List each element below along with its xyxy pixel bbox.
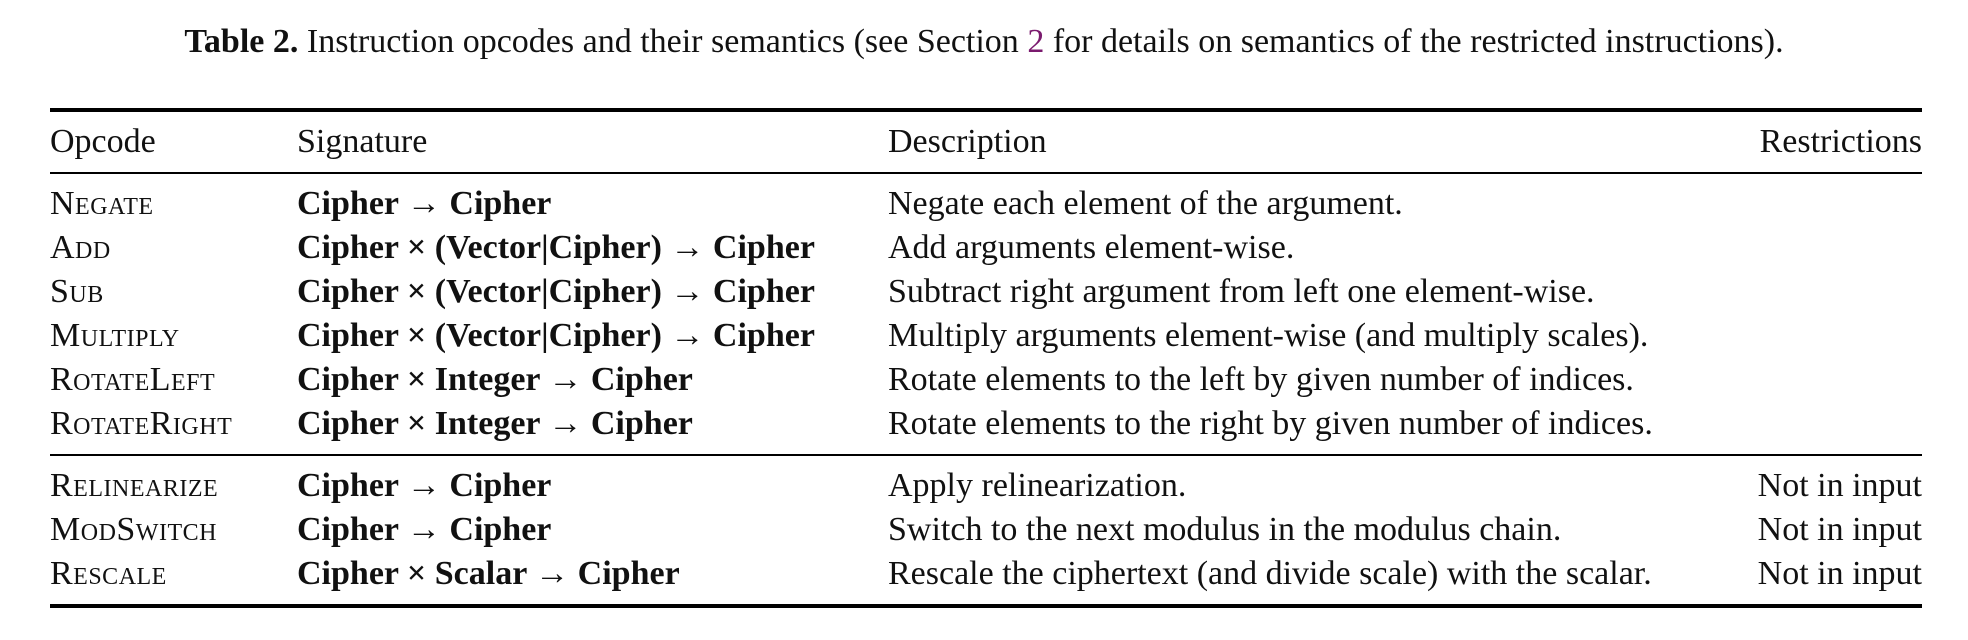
header-restrictions: Restrictions	[1759, 123, 1922, 160]
opcode-cell: ModSwitch	[50, 511, 217, 548]
table-caption: Table 2. Instruction opcodes and their s…	[0, 16, 1968, 68]
description-cell: Apply relinearization.	[888, 467, 1187, 504]
restrictions-cell: Not in input	[1757, 555, 1922, 592]
opcode-cell: Add	[50, 229, 111, 266]
opcode-cell: Multiply	[50, 317, 180, 354]
signature-cell: Cipher × (Vector|Cipher) → Cipher	[297, 317, 815, 354]
table-row: Multiply Cipher × (Vector|Cipher) → Ciphe…	[50, 314, 1922, 358]
table-row: ModSwitch Cipher → Cipher Switch to the ne…	[50, 508, 1922, 552]
table-row: RotateLeft Cipher × Integer → Cipher Rotat…	[50, 358, 1922, 402]
table-bottom-rule	[50, 604, 1922, 608]
header-description: Description	[888, 123, 1047, 160]
caption-text-before: Instruction opcodes and their semantics …	[306, 23, 1019, 60]
table-row: RotateRight Cipher × Integer → Cipher Rota…	[50, 402, 1922, 446]
header-signature: Signature	[297, 123, 428, 160]
signature-cell: Cipher → Cipher	[297, 467, 552, 504]
table-header-row: Opcode Signature Description Restriction…	[50, 112, 1922, 172]
header-rule	[50, 172, 1922, 174]
description-cell: Rotate elements to the right by given nu…	[888, 405, 1653, 442]
table-group-basic: Negate Cipher → Cipher Negate each element…	[50, 182, 1922, 446]
opcode-table: Opcode Signature Description Restriction…	[50, 108, 1922, 608]
opcode-cell: RotateRight	[50, 405, 233, 442]
description-cell: Add arguments element-wise.	[888, 229, 1295, 266]
restrictions-cell: Not in input	[1757, 467, 1922, 504]
opcode-cell: RotateLeft	[50, 361, 216, 398]
description-cell: Rescale the ciphertext (and divide scale…	[888, 555, 1652, 592]
description-cell: Subtract right argument from left one el…	[888, 273, 1595, 310]
description-cell: Rotate elements to the left by given num…	[888, 361, 1634, 398]
caption-label: Table 2.	[184, 23, 299, 60]
section-reference-link[interactable]: 2	[1027, 23, 1045, 60]
signature-cell: Cipher × Scalar → Cipher	[297, 555, 680, 592]
table-group-restricted: Relinearize Cipher → Cipher Apply relinear…	[50, 464, 1922, 596]
signature-cell: Cipher × (Vector|Cipher) → Cipher	[297, 273, 815, 310]
caption-text-after: for details on semantics of the restrict…	[1052, 23, 1784, 60]
signature-cell: Cipher × Integer → Cipher	[297, 361, 693, 398]
opcode-cell: Rescale	[50, 555, 167, 592]
description-cell: Switch to the next modulus in the modulu…	[888, 511, 1562, 548]
header-opcode: Opcode	[50, 123, 156, 160]
opcode-cell: Relinearize	[50, 467, 219, 504]
description-cell: Negate each element of the argument.	[888, 185, 1403, 222]
table-row: Add Cipher × (Vector|Cipher) → Cipher Add …	[50, 226, 1922, 270]
table-top-rule	[50, 108, 1922, 112]
signature-cell: Cipher × Integer → Cipher	[297, 405, 693, 442]
table-row: Rescale Cipher × Scalar → Cipher Rescale t…	[50, 552, 1922, 596]
table-row: Sub Cipher × (Vector|Cipher) → Cipher Subt…	[50, 270, 1922, 314]
opcode-cell: Sub	[50, 273, 104, 310]
opcode-cell: Negate	[50, 185, 154, 222]
signature-cell: Cipher × (Vector|Cipher) → Cipher	[297, 229, 815, 266]
signature-cell: Cipher → Cipher	[297, 511, 552, 548]
table-row: Relinearize Cipher → Cipher Apply relinear…	[50, 464, 1922, 508]
restrictions-cell: Not in input	[1757, 511, 1922, 548]
table-row: Negate Cipher → Cipher Negate each element…	[50, 182, 1922, 226]
description-cell: Multiply arguments element-wise (and mul…	[888, 317, 1649, 354]
signature-cell: Cipher → Cipher	[297, 185, 552, 222]
group-separator-rule	[50, 454, 1922, 456]
